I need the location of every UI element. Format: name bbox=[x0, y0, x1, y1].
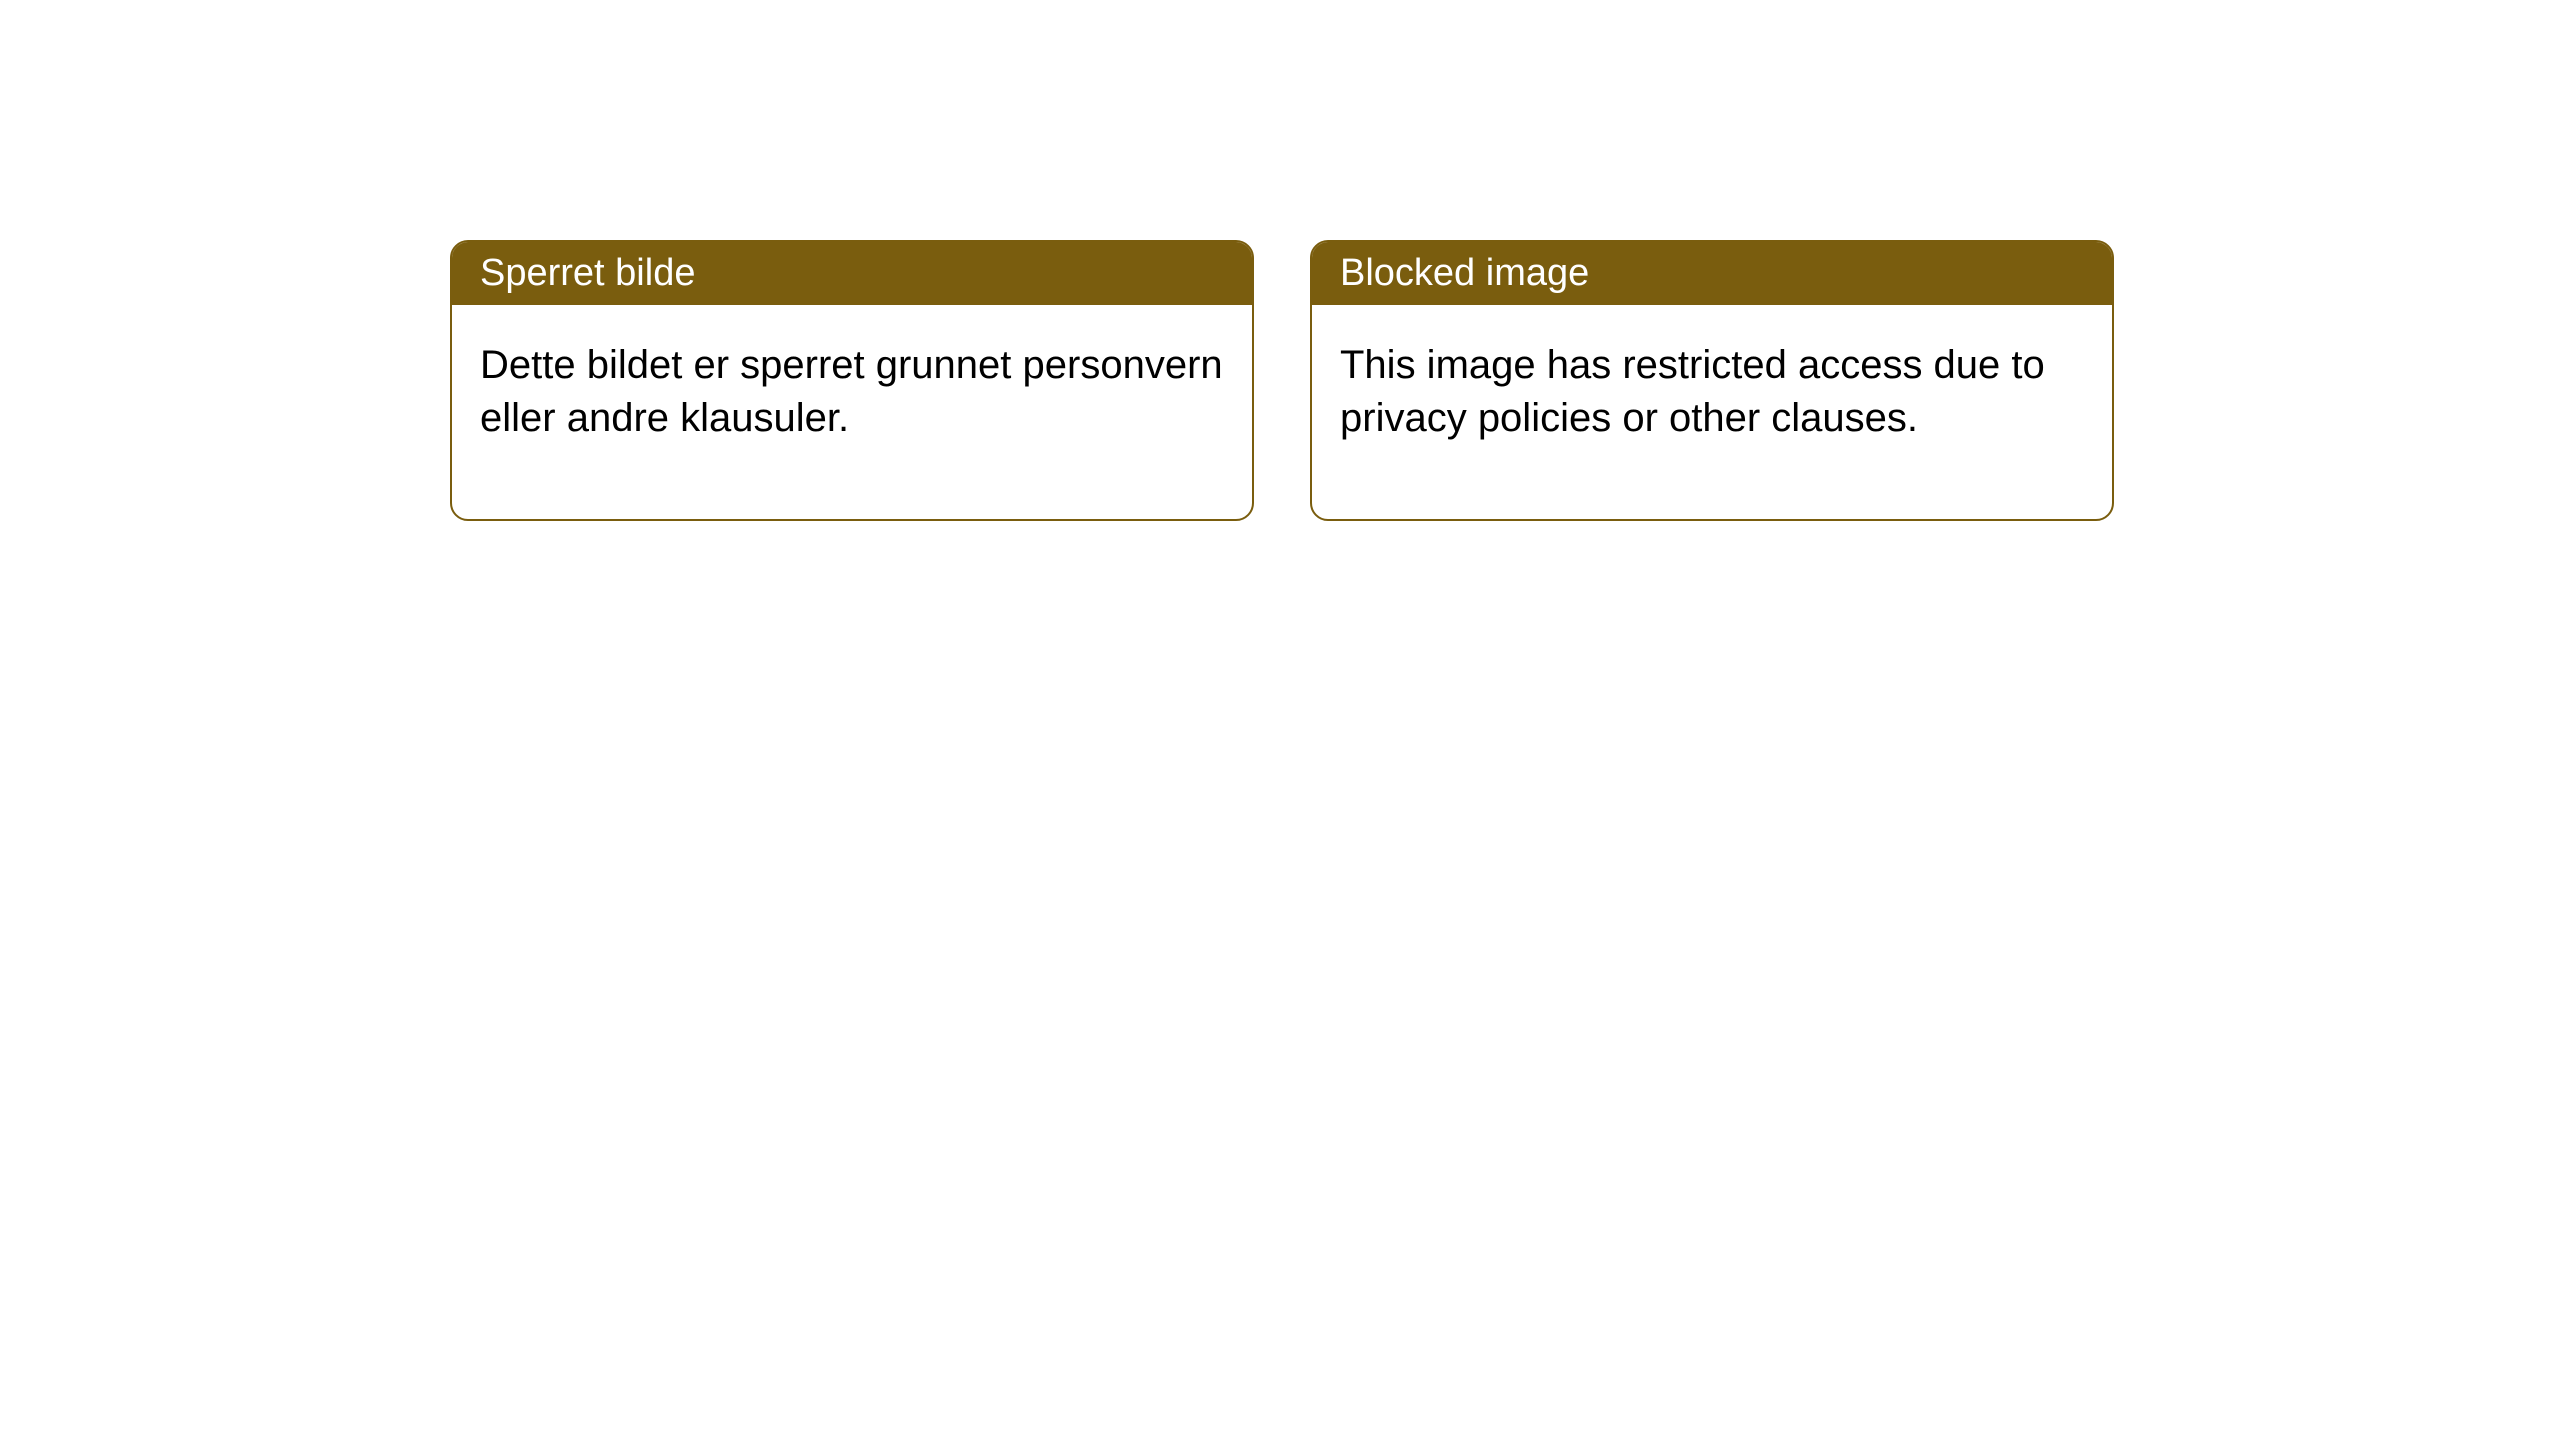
notice-title: Blocked image bbox=[1340, 252, 1589, 294]
notice-card-norwegian: Sperret bilde Dette bildet er sperret gr… bbox=[450, 240, 1254, 521]
notice-body: Dette bildet er sperret grunnet personve… bbox=[452, 305, 1252, 519]
notice-header: Blocked image bbox=[1312, 242, 2112, 305]
notice-body: This image has restricted access due to … bbox=[1312, 305, 2112, 519]
notice-card-english: Blocked image This image has restricted … bbox=[1310, 240, 2114, 521]
notice-header: Sperret bilde bbox=[452, 242, 1252, 305]
notice-body-text: This image has restricted access due to … bbox=[1340, 343, 2045, 440]
notice-title: Sperret bilde bbox=[480, 252, 695, 294]
notices-container: Sperret bilde Dette bildet er sperret gr… bbox=[450, 240, 2114, 521]
notice-body-text: Dette bildet er sperret grunnet personve… bbox=[480, 343, 1223, 440]
